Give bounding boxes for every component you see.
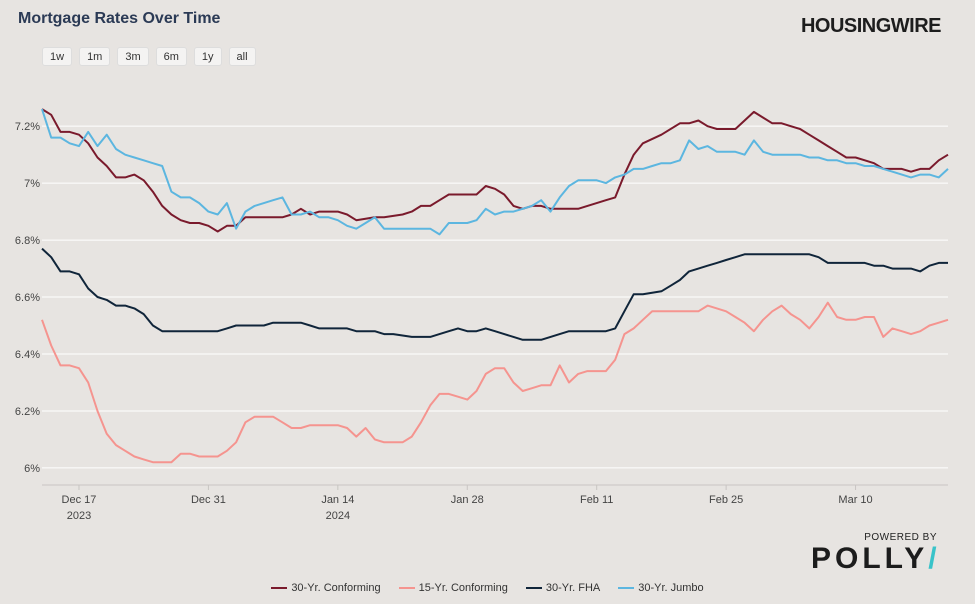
- powered-by-label: POWERED BY: [864, 532, 937, 543]
- polly-slash-icon: /: [928, 542, 941, 575]
- series-line-30-yr-jumbo[interactable]: [41, 108, 949, 236]
- series-line-30-yr-fha[interactable]: [41, 247, 948, 341]
- legend-label: 30-Yr. FHA: [545, 582, 601, 594]
- x-tick-label: Mar 10: [838, 494, 872, 506]
- series-layer: [41, 108, 949, 464]
- x-tick-label: Dec 17: [62, 494, 97, 506]
- x-tick-label: Dec 31: [191, 494, 226, 506]
- x-tick-label: Feb 11: [580, 494, 613, 506]
- range-selector: 1w 1m 3m 6m 1y all: [42, 47, 256, 66]
- housingwire-logo: HOUSINGWIRE: [800, 15, 942, 37]
- x-tick-label: Jan 14: [321, 494, 354, 506]
- legend-label: 15-Yr. Conforming: [418, 582, 508, 594]
- series-line-15-yr-conforming[interactable]: [41, 301, 949, 464]
- legend-swatch: [398, 587, 415, 589]
- legend-item[interactable]: 30-Yr. Jumbo: [618, 582, 704, 594]
- legend-item[interactable]: 30-Yr. FHA: [525, 582, 601, 594]
- legend-swatch: [525, 587, 542, 589]
- legend-swatch: [618, 587, 635, 589]
- series-line-30-yr-conforming[interactable]: [41, 108, 949, 233]
- legend-swatch: [271, 587, 288, 589]
- x-tick-label: Feb 25: [709, 494, 743, 506]
- y-tick-label: 6.6%: [15, 292, 40, 304]
- grid-layer: [42, 125, 948, 486]
- range-button-1m[interactable]: 1m: [79, 47, 111, 66]
- polly-logo: POLLY/: [811, 544, 951, 574]
- range-button-1y[interactable]: 1y: [193, 47, 222, 66]
- range-button-1w[interactable]: 1w: [42, 47, 73, 66]
- chart-title: Mortgage Rates Over Time: [18, 10, 221, 27]
- legend-label: 30-Yr. Conforming: [291, 582, 381, 594]
- y-tick-label: 6.8%: [15, 235, 40, 247]
- polly-logo-text: POLLY: [811, 542, 929, 575]
- range-button-3m[interactable]: 3m: [117, 47, 149, 66]
- legend-label: 30-Yr. Jumbo: [638, 582, 704, 594]
- legend-item[interactable]: 15-Yr. Conforming: [398, 582, 508, 594]
- x-axis: Dec 17 2023 Dec 31 Jan 14 2024 Jan 28 Feb 11 Fe…: [62, 485, 873, 522]
- range-button-all[interactable]: all: [228, 47, 256, 66]
- y-tick-label: 7.2%: [15, 121, 40, 133]
- y-tick-label: 7%: [24, 178, 40, 190]
- x-tick-year-label: 2023: [67, 510, 91, 522]
- y-tick-label: 6%: [24, 463, 40, 475]
- y-tick-label: 6.4%: [15, 349, 40, 361]
- y-axis: 6% 6.2% 6.4% 6.6% 6.8% 7% 7.2%: [15, 121, 40, 475]
- y-tick-label: 6.2%: [15, 406, 40, 418]
- x-tick-year-label: 2024: [326, 510, 350, 522]
- range-button-6m[interactable]: 6m: [155, 47, 187, 66]
- x-tick-label: Jan 28: [451, 494, 484, 506]
- chart-legend: 30-Yr. Conforming 15-Yr. Conforming 30-Yr.…: [0, 582, 975, 594]
- legend-item[interactable]: 30-Yr. Conforming: [271, 582, 381, 594]
- polly-branding: POWERED BY POLLY/: [811, 532, 951, 574]
